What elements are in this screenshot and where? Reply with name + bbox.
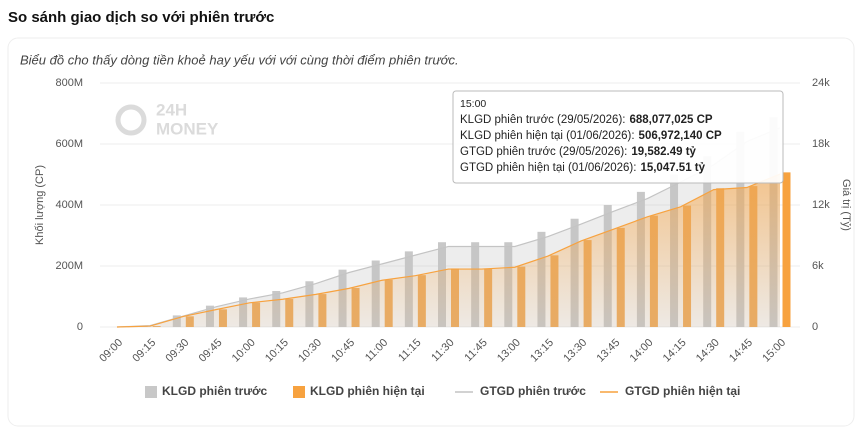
tooltip: 15:00 KLGD phiên trước (29/05/2026): 688,… xyxy=(452,90,784,184)
tooltip-time: 15:00 xyxy=(460,98,486,110)
logo-icon xyxy=(115,104,147,136)
bar xyxy=(782,172,791,327)
y2-axis-title: Giá trị (Tỷ) xyxy=(840,179,852,231)
line xyxy=(116,173,781,328)
tooltip-label: KLGD phiên trước (29/05/2026): xyxy=(460,114,625,126)
brand-logo: 24H MONEY xyxy=(115,100,219,138)
legend-swatch xyxy=(293,386,305,398)
brand-text: MONEY xyxy=(156,119,219,138)
tooltip-row: GTGD phiên hiện tại (01/06/2026): 15,047.… xyxy=(460,162,706,174)
tooltip-label: KLGD phiên hiện tại (01/06/2026): xyxy=(460,130,635,142)
y-tick-label: 600M xyxy=(55,138,83,150)
y2-tick-label: 0 xyxy=(812,321,818,333)
tooltip-value: 15,047.51 tỷ xyxy=(640,162,705,174)
y-tick-label: 200M xyxy=(55,260,83,272)
y-tick-label: 0 xyxy=(77,321,83,333)
chart-subtitle: Biểu đồ cho thấy dòng tiền khoẻ hay yếu … xyxy=(20,52,459,67)
chart-title: So sánh giao dịch so với phiên trước xyxy=(8,9,274,26)
y2-tick-label: 18k xyxy=(812,138,830,150)
y2-tick-label: 6k xyxy=(812,260,824,272)
tooltip-label: GTGD phiên hiện tại (01/06/2026): xyxy=(460,162,636,174)
legend: KLGD phiên trước KLGD phiên hiện tại GTGD … xyxy=(145,384,740,398)
legend-label: KLGD phiên hiện tại xyxy=(310,384,425,398)
tooltip-row: GTGD phiên trước (29/05/2026): 19,582.49 … xyxy=(460,146,697,158)
legend-label: KLGD phiên trước xyxy=(162,384,268,398)
legend-label: GTGD phiên hiện tại xyxy=(625,384,740,398)
legend-label: GTGD phiên trước xyxy=(480,384,586,398)
tooltip-row: KLGD phiên trước (29/05/2026): 688,077,02… xyxy=(460,114,713,126)
tooltip-row: KLGD phiên hiện tại (01/06/2026): 506,972… xyxy=(460,130,722,142)
tooltip-value: 19,582.49 tỷ xyxy=(631,146,696,158)
y-tick-label: 400M xyxy=(55,199,83,211)
y2-tick-label: 24k xyxy=(812,77,830,89)
y-tick-label: 800M xyxy=(55,77,83,89)
line xyxy=(116,127,781,328)
y-axis-title: Khối lượng (CP) xyxy=(34,165,46,245)
y2-tick-label: 12k xyxy=(812,199,830,211)
tooltip-label: GTGD phiên trước (29/05/2026): xyxy=(460,146,627,158)
brand-text: 24H xyxy=(156,100,187,119)
tooltip-value: 688,077,025 CP xyxy=(629,114,712,126)
line-area xyxy=(117,174,780,327)
tooltip-box xyxy=(452,90,784,184)
legend-swatch xyxy=(145,386,157,398)
tooltip-value: 506,972,140 CP xyxy=(639,130,722,142)
